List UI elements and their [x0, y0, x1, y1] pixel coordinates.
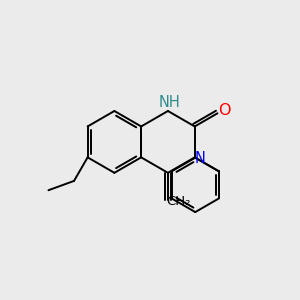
Text: NH: NH — [158, 95, 180, 110]
Text: N: N — [195, 151, 206, 166]
Text: CH₂: CH₂ — [166, 195, 190, 208]
Text: O: O — [218, 103, 230, 118]
